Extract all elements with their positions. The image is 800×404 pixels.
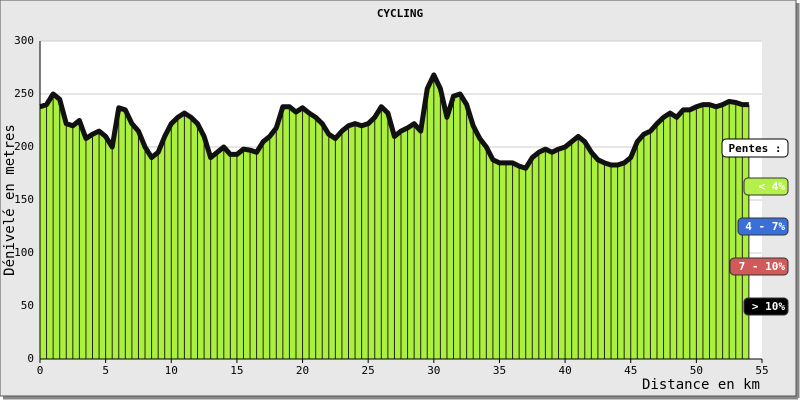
legend-title-box	[721, 138, 789, 158]
x-tick-label: 20	[296, 364, 309, 377]
x-axis-label: Distance en km	[642, 377, 760, 393]
x-tick-label: 45	[624, 364, 637, 377]
x-tick-label: 55	[755, 364, 768, 377]
profile-line	[39, 72, 749, 171]
y-tick-label: 300	[14, 34, 34, 47]
x-tick-label: 25	[362, 364, 375, 377]
x-tick-label: 10	[165, 364, 178, 377]
chart-title: CYCLING	[377, 7, 424, 20]
y-axis-label: Dénivelé en metres	[2, 124, 18, 276]
legend-label: 4 - 7%	[745, 220, 785, 233]
legend-title: Pentes :	[729, 142, 782, 155]
x-tick-label: 50	[690, 364, 703, 377]
x-tick-label: 15	[230, 364, 243, 377]
x-tick-label: 5	[102, 364, 109, 377]
y-tick-label: 150	[14, 193, 34, 206]
x-tick-label: 40	[558, 364, 571, 377]
legend-box	[729, 257, 789, 276]
legend-label: > 10%	[752, 300, 785, 313]
x-tick-label: 35	[493, 364, 506, 377]
x-tick-label: 30	[427, 364, 440, 377]
legend-label: 7 - 10%	[739, 260, 786, 273]
y-tick-label: 200	[14, 140, 34, 153]
y-tick-label: 250	[14, 87, 34, 100]
y-tick-label: 100	[14, 246, 34, 259]
legend-box	[737, 217, 789, 236]
x-tick-label: 0	[37, 364, 44, 377]
y-tick-label: 0	[27, 352, 34, 365]
legend-label: < 4%	[759, 180, 786, 193]
y-tick-label: 50	[21, 299, 34, 312]
legend-box	[743, 177, 789, 196]
legend-box	[743, 297, 789, 316]
